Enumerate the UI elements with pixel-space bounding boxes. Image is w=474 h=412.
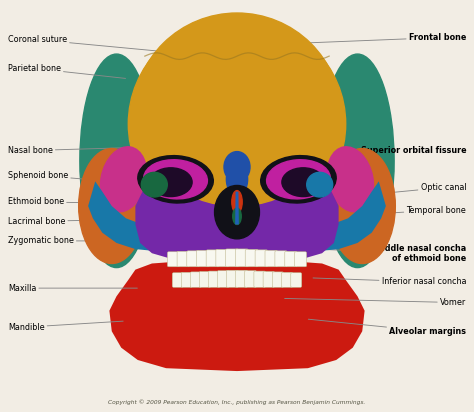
- Polygon shape: [299, 181, 386, 251]
- Text: Vomer: Vomer: [285, 298, 466, 307]
- FancyBboxPatch shape: [206, 250, 219, 267]
- FancyBboxPatch shape: [190, 272, 201, 287]
- FancyBboxPatch shape: [235, 249, 248, 267]
- FancyBboxPatch shape: [181, 272, 192, 287]
- FancyBboxPatch shape: [199, 272, 211, 287]
- FancyBboxPatch shape: [167, 252, 179, 267]
- FancyBboxPatch shape: [245, 249, 258, 267]
- FancyBboxPatch shape: [172, 273, 183, 287]
- FancyBboxPatch shape: [285, 251, 297, 267]
- Ellipse shape: [227, 163, 247, 196]
- Text: Nasal bone: Nasal bone: [8, 146, 166, 155]
- FancyBboxPatch shape: [282, 272, 293, 287]
- Ellipse shape: [79, 148, 145, 264]
- FancyBboxPatch shape: [218, 271, 229, 287]
- FancyBboxPatch shape: [208, 271, 220, 287]
- Ellipse shape: [329, 148, 395, 264]
- Ellipse shape: [266, 160, 330, 199]
- FancyBboxPatch shape: [291, 273, 302, 287]
- Ellipse shape: [307, 172, 333, 197]
- Ellipse shape: [224, 152, 250, 183]
- Text: Parietal bone: Parietal bone: [8, 64, 126, 78]
- Polygon shape: [136, 160, 338, 264]
- Text: Optic canal: Optic canal: [318, 183, 466, 199]
- Ellipse shape: [215, 185, 259, 239]
- FancyBboxPatch shape: [265, 250, 277, 267]
- FancyBboxPatch shape: [275, 251, 287, 267]
- Text: Mandible: Mandible: [8, 321, 123, 332]
- Text: Frontal bone: Frontal bone: [287, 33, 466, 44]
- Text: Superior orbital fissure: Superior orbital fissure: [332, 146, 466, 159]
- FancyBboxPatch shape: [295, 252, 307, 267]
- Text: Coronal suture: Coronal suture: [8, 35, 166, 52]
- Text: Maxilla: Maxilla: [8, 283, 137, 293]
- Ellipse shape: [136, 17, 338, 206]
- Ellipse shape: [133, 13, 341, 218]
- Text: Zygomatic bone: Zygomatic bone: [8, 236, 133, 246]
- Polygon shape: [235, 192, 239, 225]
- Ellipse shape: [100, 147, 146, 212]
- FancyBboxPatch shape: [197, 250, 209, 267]
- Text: Alveolar margins: Alveolar margins: [308, 319, 466, 336]
- Ellipse shape: [138, 156, 213, 203]
- Text: Lacrimal bone: Lacrimal bone: [8, 217, 161, 226]
- Ellipse shape: [128, 17, 346, 231]
- Polygon shape: [88, 181, 175, 251]
- Text: Middle nasal concha
of ethmoid bone: Middle nasal concha of ethmoid bone: [318, 243, 466, 263]
- Text: Inferior nasal concha: Inferior nasal concha: [313, 277, 466, 286]
- FancyBboxPatch shape: [187, 251, 199, 267]
- FancyBboxPatch shape: [273, 272, 284, 287]
- Ellipse shape: [80, 54, 153, 267]
- Text: Ethmoid bone: Ethmoid bone: [8, 197, 161, 206]
- Ellipse shape: [232, 191, 242, 213]
- Text: Copyright © 2009 Pearson Education, Inc., publishing as Pearson Benjamin Cumming: Copyright © 2009 Pearson Education, Inc.…: [109, 400, 365, 405]
- FancyBboxPatch shape: [216, 249, 229, 267]
- Ellipse shape: [233, 208, 241, 225]
- FancyBboxPatch shape: [255, 250, 268, 267]
- Text: Temporal bone: Temporal bone: [341, 206, 466, 216]
- Ellipse shape: [141, 172, 167, 197]
- FancyBboxPatch shape: [245, 271, 256, 287]
- FancyBboxPatch shape: [226, 249, 239, 267]
- FancyBboxPatch shape: [254, 271, 266, 287]
- Text: Sphenoid bone: Sphenoid bone: [8, 171, 133, 183]
- FancyBboxPatch shape: [236, 270, 247, 287]
- Ellipse shape: [261, 156, 336, 203]
- FancyBboxPatch shape: [227, 270, 238, 287]
- FancyBboxPatch shape: [177, 251, 189, 267]
- Polygon shape: [109, 262, 365, 371]
- Ellipse shape: [144, 160, 208, 199]
- Ellipse shape: [328, 147, 374, 212]
- FancyBboxPatch shape: [263, 272, 275, 287]
- Ellipse shape: [282, 168, 324, 197]
- Ellipse shape: [150, 168, 192, 197]
- Ellipse shape: [321, 54, 394, 267]
